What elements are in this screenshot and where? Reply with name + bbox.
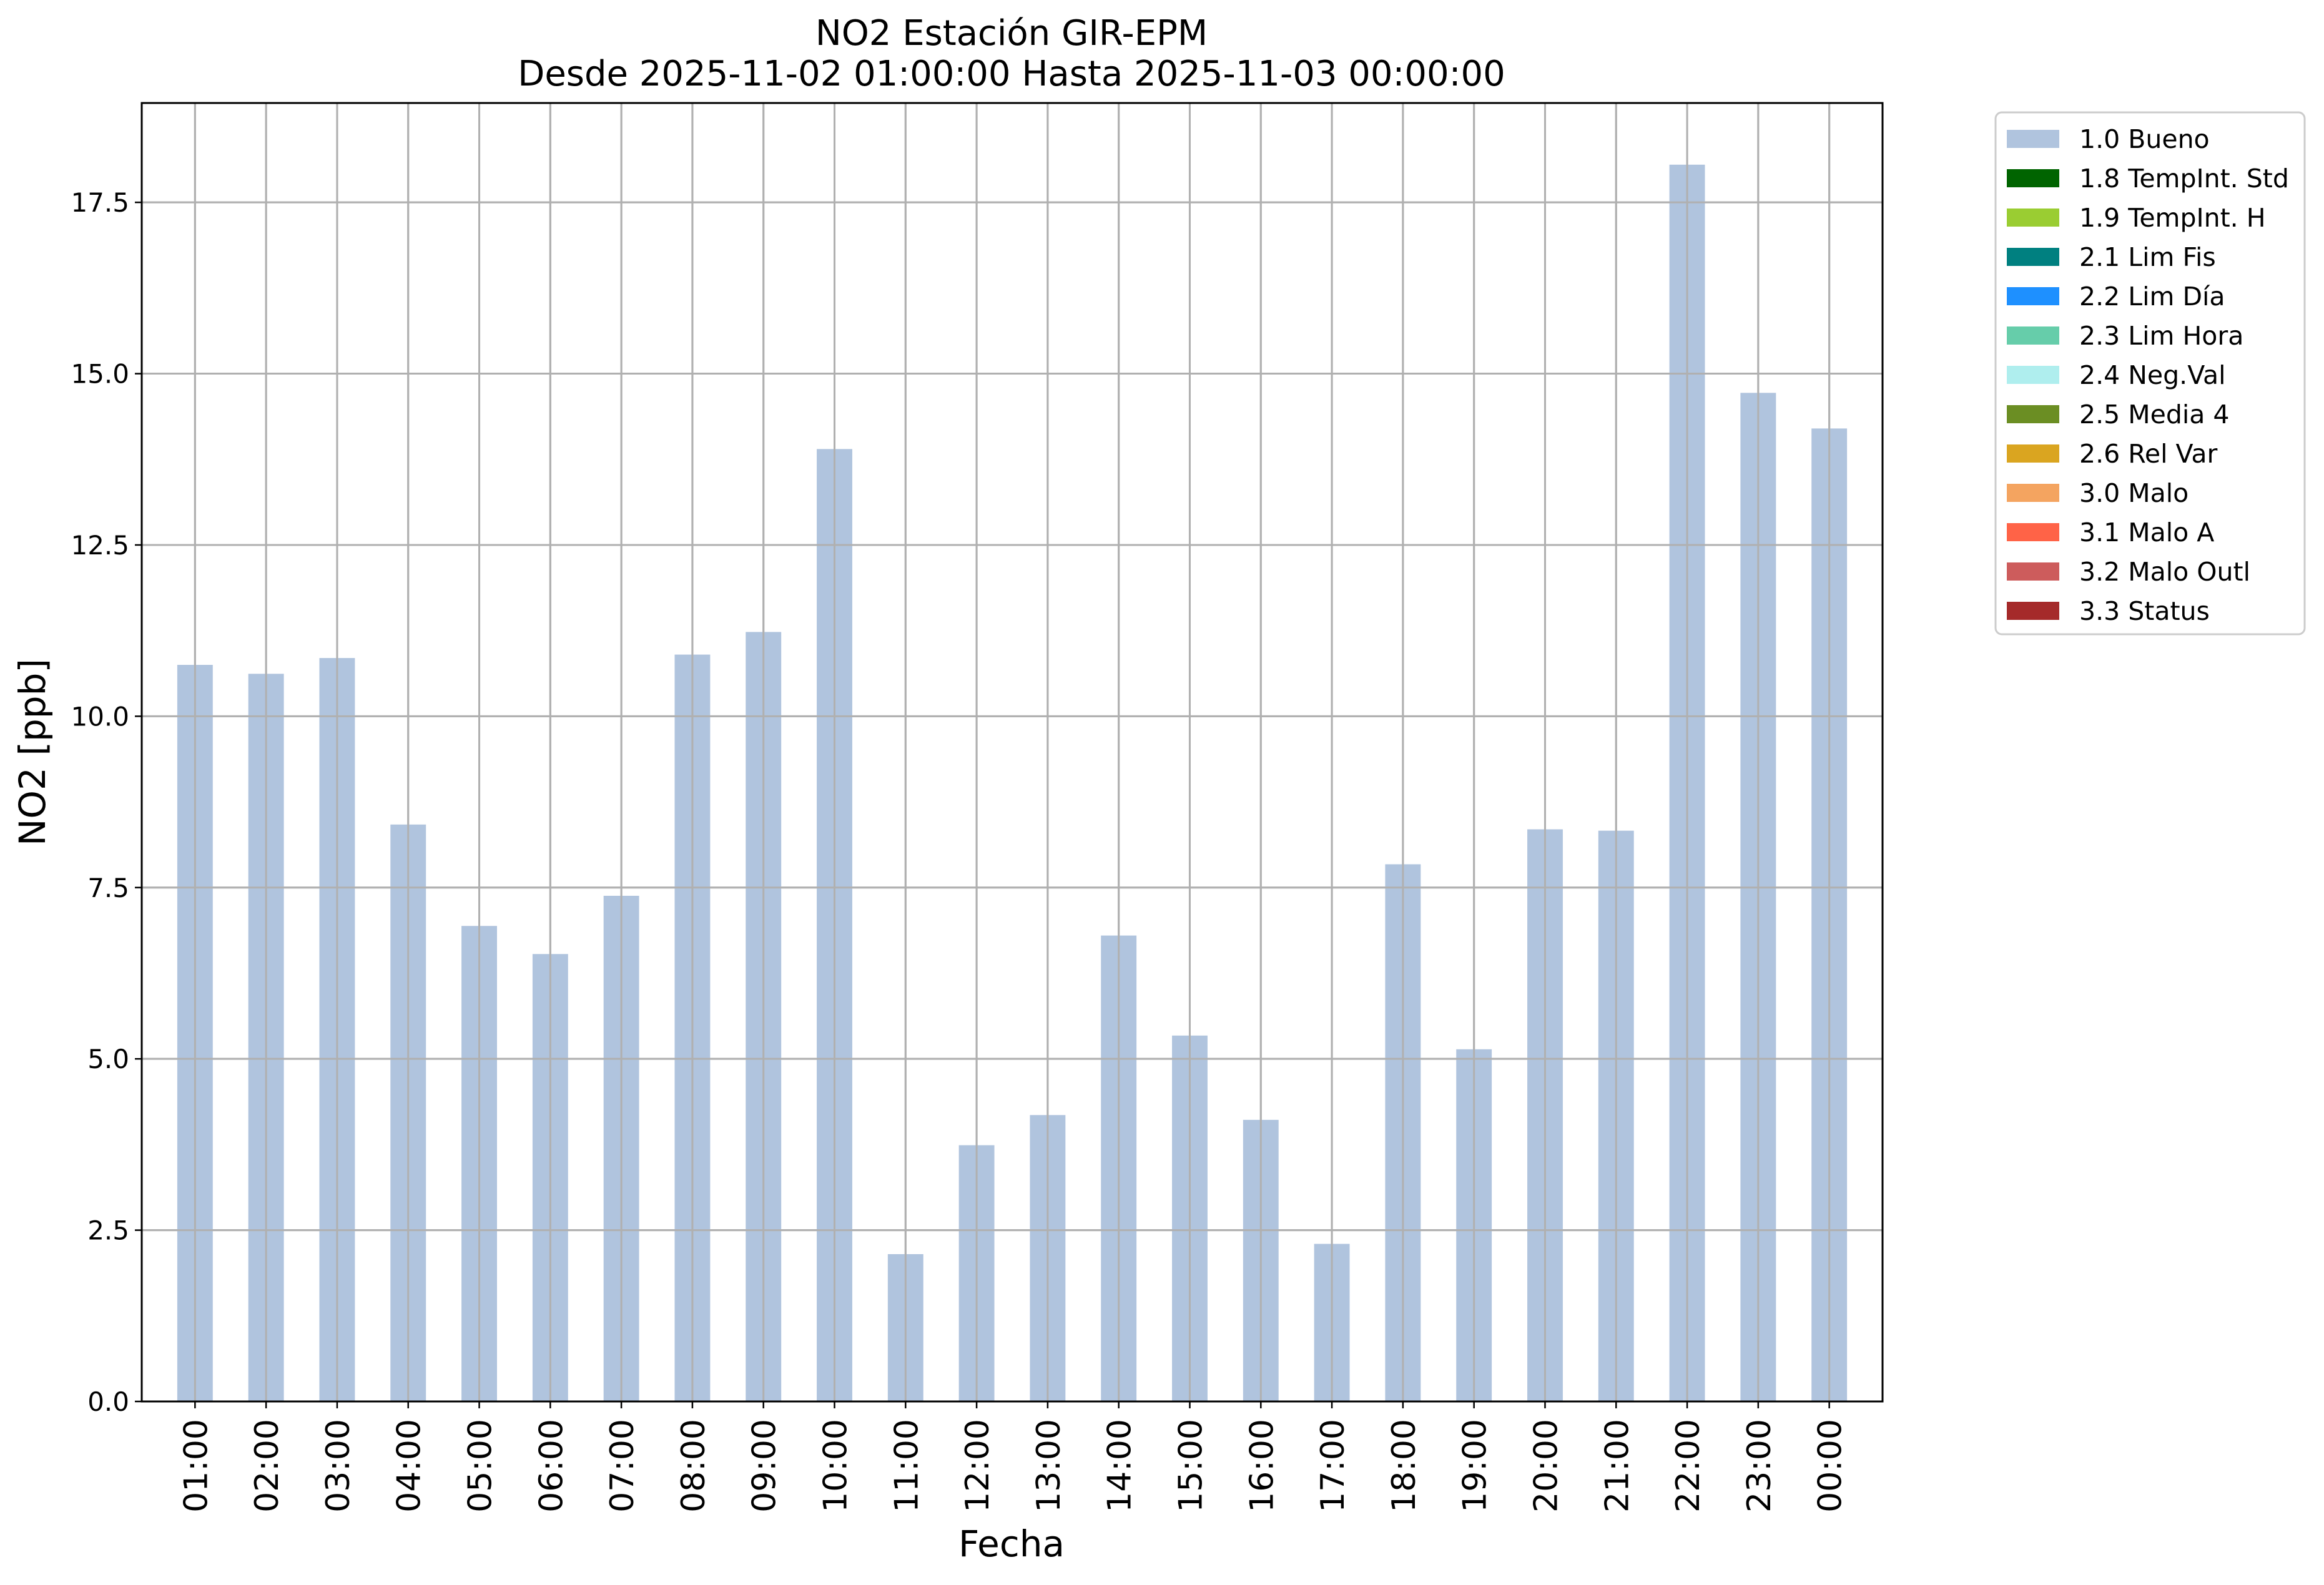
legend-label: 3.3 Status [2079, 596, 2210, 626]
y-tick-label: 12.5 [71, 530, 129, 561]
legend-label: 3.2 Malo Outl [2079, 557, 2250, 587]
legend-label: 2.3 Lim Hora [2079, 321, 2243, 351]
y-tick-label: 5.0 [87, 1044, 129, 1074]
x-tick-label: 18:00 [1386, 1419, 1423, 1513]
chart-title: NO2 Estación GIR-EPM [815, 13, 1208, 54]
x-axis-ticks: 01:00 02:00 03:00 04:00 05:00 06:00 07:00 08:00… [177, 1401, 1849, 1513]
legend-swatch [2007, 484, 2059, 502]
y-tick-label: 10.0 [71, 701, 129, 732]
y-tick-label: 0.0 [87, 1386, 129, 1417]
legend-swatch [2007, 523, 2059, 541]
legend-label: 2.2 Lim Día [2079, 282, 2225, 312]
y-tick-label: 15.0 [71, 359, 129, 390]
x-tick-label: 02:00 [249, 1419, 286, 1513]
legend-label: 2.5 Media 4 [2079, 400, 2230, 429]
x-tick-label: 14:00 [1101, 1419, 1139, 1513]
legend-swatch [2007, 405, 2059, 423]
legend-swatch [2007, 366, 2059, 384]
legend-swatch [2007, 209, 2059, 227]
legend-label: 1.0 Bueno [2079, 124, 2210, 154]
legend-label: 1.9 TempInt. H [2079, 203, 2266, 233]
x-tick-label: 19:00 [1457, 1419, 1494, 1513]
x-tick-label: 03:00 [320, 1419, 357, 1513]
x-tick-label: 11:00 [888, 1419, 925, 1513]
x-tick-label: 13:00 [1030, 1419, 1068, 1513]
x-tick-label: 17:00 [1314, 1419, 1352, 1513]
x-tick-label: 01:00 [177, 1419, 215, 1513]
x-tick-label: 10:00 [817, 1419, 855, 1513]
legend-label: 2.4 Neg.Val [2079, 360, 2226, 390]
legend: 1.0 Bueno 1.8 TempInt. Std 1.9 TempInt. H 2… [1994, 111, 2306, 635]
x-tick-label: 20:00 [1527, 1419, 1565, 1513]
legend-swatch [2007, 562, 2059, 581]
legend-swatch [2007, 444, 2059, 463]
x-tick-label: 08:00 [675, 1419, 712, 1513]
legend-swatch [2007, 287, 2059, 305]
x-tick-label: 09:00 [746, 1419, 784, 1513]
legend-swatch [2007, 169, 2059, 187]
chart-subtitle: Desde 2025-11-02 01:00:00 Hasta 2025-11-… [518, 54, 1505, 94]
x-tick-label: 05:00 [462, 1419, 500, 1513]
y-tick-label: 17.5 [71, 187, 129, 218]
x-tick-label: 00:00 [1812, 1419, 1849, 1513]
bar-series [142, 103, 1883, 1403]
x-axis-label: Fecha [958, 1523, 1065, 1565]
legend-label: 2.6 Rel Var [2079, 439, 2218, 469]
plot-frame [140, 102, 1884, 1403]
legend-swatch [2007, 326, 2059, 345]
legend-label: 3.0 Malo [2079, 478, 2189, 508]
x-tick-label: 16:00 [1243, 1419, 1281, 1513]
y-tick-label: 2.5 [87, 1215, 129, 1246]
legend-label: 1.8 TempInt. Std [2079, 164, 2289, 194]
x-tick-label: 23:00 [1741, 1419, 1778, 1513]
legend-frame [1994, 111, 2306, 635]
y-tick-label: 7.5 [87, 873, 129, 903]
x-tick-label: 22:00 [1670, 1419, 1707, 1513]
legend-label: 3.1 Malo A [2079, 518, 2214, 547]
legend-swatch [2007, 130, 2059, 148]
x-tick-label: 04:00 [391, 1419, 428, 1513]
x-tick-label: 15:00 [1172, 1419, 1209, 1513]
y-axis-label: NO2 [ppb] [11, 659, 54, 846]
x-tick-label: 06:00 [533, 1419, 570, 1513]
y-axis-ticks: 0.0 2.5 5.0 7.5 10.0 12.5 15.0 17.5 [71, 187, 142, 1417]
x-tick-label: 21:00 [1598, 1419, 1636, 1513]
legend-items: 1.0 Bueno 1.8 TempInt. Std 1.9 TempInt. H 2… [2007, 124, 2289, 626]
legend-swatch [2007, 602, 2059, 620]
legend-label: 2.1 Lim Fis [2079, 242, 2216, 272]
legend-swatch [2007, 248, 2059, 266]
x-tick-label: 07:00 [604, 1419, 641, 1513]
x-tick-label: 12:00 [959, 1419, 997, 1513]
